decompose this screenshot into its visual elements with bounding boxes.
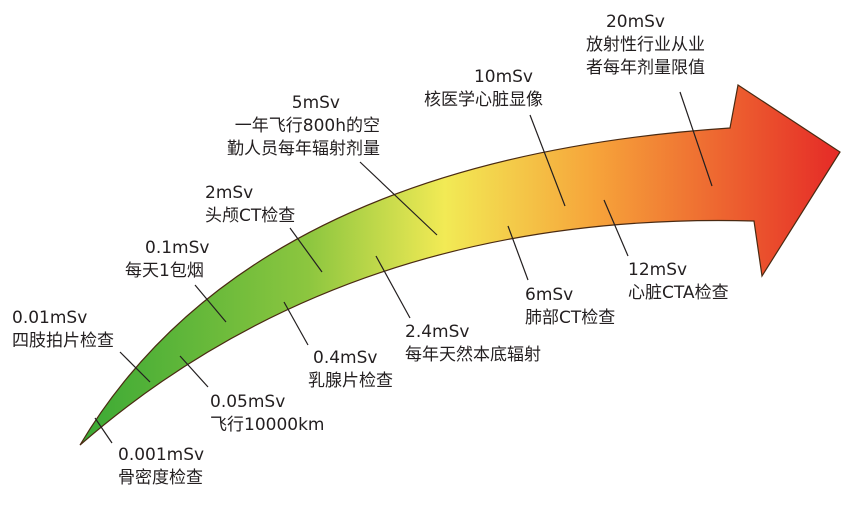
dose-label: 四肢拍片检查 — [12, 331, 114, 351]
dose: 0.4mSv — [313, 348, 377, 368]
dose-label: 乳腺片检查 — [308, 371, 393, 391]
leader-line — [603, 199, 629, 257]
dose: 2.4mSv — [405, 322, 469, 342]
dose-label: 每年天然本底辐射 — [405, 345, 541, 365]
leader-line — [94, 417, 113, 444]
dose-label: 者每年剂量限值 — [586, 58, 705, 78]
labels: 0.001mSv 骨密度检查 0.01mSv 四肢拍片检查 0.05mSv 飞行10000… — [12, 12, 729, 488]
dose-label: 核医学心脏显像 — [424, 90, 543, 110]
dose-label: 头颅CT检查 — [205, 206, 295, 226]
dose: 5mSv — [292, 93, 340, 113]
dose-label: 飞行10000km — [210, 415, 324, 435]
dose-label: 一年飞行800h的空 — [235, 116, 380, 136]
dose-label: 肺部CT检查 — [525, 308, 615, 328]
dose: 2mSv — [205, 183, 253, 203]
dose-label: 每天1包烟 — [125, 261, 204, 281]
dose: 20mSv — [606, 12, 665, 32]
leader-line — [507, 225, 529, 281]
leader-line — [529, 114, 566, 207]
dose-label: 骨密度检查 — [118, 468, 203, 488]
leader-line — [679, 91, 713, 187]
dose-arrow — [79, 84, 841, 446]
leader-line — [194, 284, 227, 323]
dose-label: 勤人员每年辐射剂量 — [227, 139, 380, 159]
dose-label: 放射性行业从业 — [586, 35, 705, 55]
dose: 6mSv — [525, 285, 573, 305]
leader-line — [289, 227, 323, 273]
dose: 0.01mSv — [12, 308, 87, 328]
leader-line — [375, 255, 411, 319]
leader-line — [119, 351, 151, 383]
dose-label: 心脏CTA检查 — [628, 283, 729, 303]
dose: 0.001mSv — [118, 445, 204, 465]
dose: 10mSv — [474, 67, 533, 87]
dose: 0.05mSv — [210, 392, 285, 412]
leader-line — [359, 161, 438, 236]
dose: 0.1mSv — [145, 238, 209, 258]
leader-line — [283, 301, 309, 346]
dose: 12mSv — [628, 260, 687, 280]
leader-line — [179, 355, 209, 388]
